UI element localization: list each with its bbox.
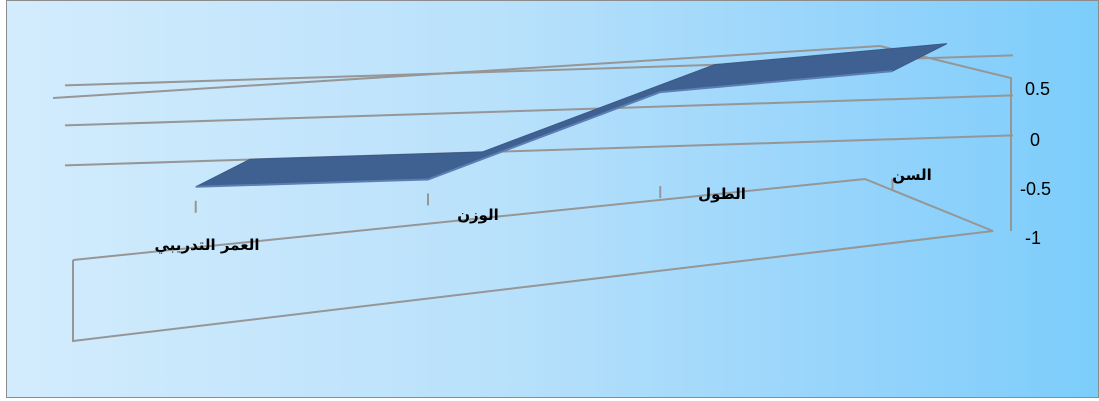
floor-outline xyxy=(72,177,994,343)
chart-walls xyxy=(52,44,1012,343)
gridline xyxy=(64,134,1014,167)
x-axis-labels: العمر التدريبي الوزن الطول السن xyxy=(155,166,932,254)
x-category-label: السن xyxy=(892,166,932,184)
gridline xyxy=(64,94,1014,127)
x-category-label: العمر التدريبي xyxy=(155,236,260,254)
y-axis-ticks: 0.5 0 -0.5 -1 xyxy=(1020,79,1051,248)
y-tick-label: -1 xyxy=(1025,228,1041,248)
chart-area: 0.5 0 -0.5 -1 العمر التدريبي الوزن الطول… xyxy=(6,0,1099,398)
y-tick-label: 0 xyxy=(1030,130,1040,150)
series-layer xyxy=(195,43,948,188)
chart-plot: 0.5 0 -0.5 -1 العمر التدريبي الوزن الطول… xyxy=(52,43,1051,343)
series-front-edge xyxy=(195,70,893,188)
x-category-label: الطول xyxy=(698,185,746,203)
y-tick-label: -0.5 xyxy=(1020,179,1051,199)
x-category-label: الوزن xyxy=(457,206,499,224)
y-tick-label: 0.5 xyxy=(1025,79,1050,99)
